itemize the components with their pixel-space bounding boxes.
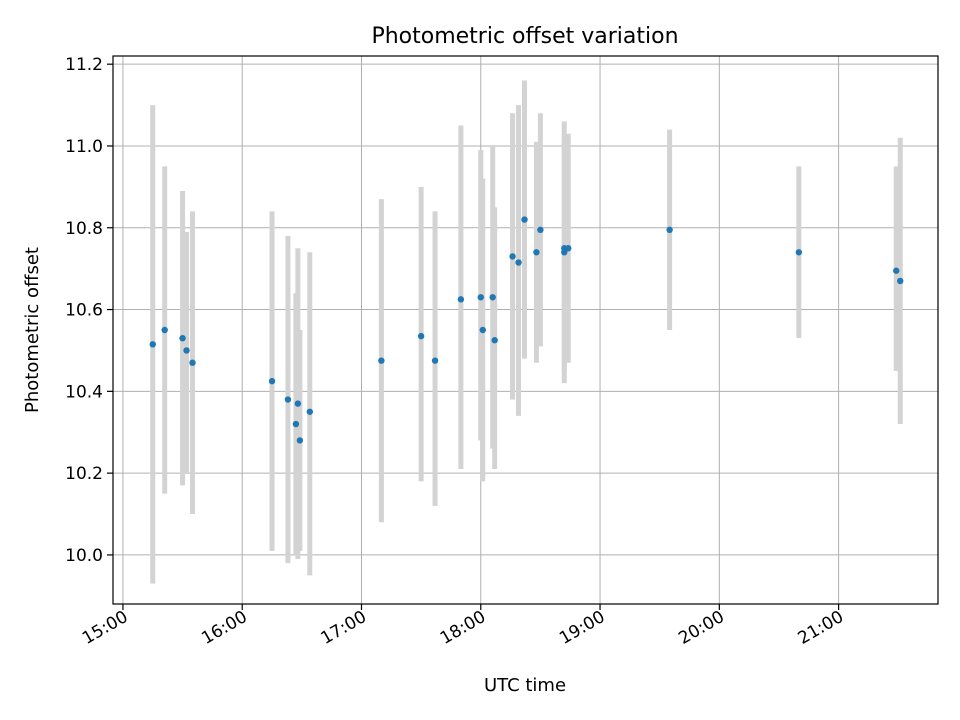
data-point: [491, 337, 498, 344]
y-tick-label: 10.8: [65, 219, 103, 239]
data-point: [457, 296, 465, 303]
x-tick-label: 16:00: [198, 607, 250, 649]
y-tick-label: 11.0: [65, 137, 103, 157]
x-axis-label: UTC time: [484, 675, 566, 696]
x-tick-label: 15:00: [79, 607, 131, 649]
data-point: [161, 326, 168, 334]
data-point: [189, 359, 196, 366]
data-point: [489, 294, 496, 301]
y-tick-label: 11.2: [65, 55, 103, 75]
data-points: [149, 216, 904, 444]
data-point: [795, 249, 803, 256]
x-tick-label: 18:00: [437, 607, 489, 649]
y-tick-label: 10.6: [65, 301, 103, 321]
x-tick-label: 20:00: [675, 607, 727, 649]
data-point: [521, 216, 528, 223]
data-point: [431, 357, 439, 364]
data-point: [268, 377, 276, 385]
data-point: [417, 332, 425, 340]
data-point: [666, 226, 673, 234]
data-point: [306, 408, 314, 415]
chart-title: Photometric offset variation: [371, 24, 678, 49]
x-axis-ticks: 15:00 16:00 17:00 18:00 19:00 20:00 21:00: [79, 604, 847, 649]
y-tick-label: 10.0: [65, 546, 103, 566]
error-bars: [150, 80, 903, 584]
data-point: [515, 259, 522, 266]
data-point: [477, 294, 484, 301]
data-point: [183, 347, 190, 354]
data-point: [294, 400, 302, 407]
data-point: [897, 277, 904, 285]
x-tick-label: 17:00: [318, 607, 370, 649]
data-point: [479, 326, 486, 334]
data-point: [509, 253, 516, 260]
y-axis-ticks: 10.0 10.2 10.4 10.6 10.8 11.0 11.2: [65, 55, 113, 566]
y-axis-label: Photometric offset: [22, 247, 43, 413]
data-point: [533, 249, 540, 256]
data-point: [292, 420, 300, 428]
data-point: [561, 249, 568, 256]
data-point: [893, 267, 900, 274]
data-point: [537, 226, 544, 234]
x-tick-label: 19:00: [556, 607, 608, 649]
data-point: [179, 334, 186, 342]
y-tick-label: 10.2: [65, 464, 103, 484]
y-tick-label: 10.4: [65, 382, 103, 402]
data-point: [149, 341, 156, 348]
data-point: [296, 437, 304, 444]
data-point: [378, 357, 385, 364]
plot-frame: [112, 55, 939, 605]
data-point: [284, 396, 292, 403]
x-tick-label: 21:00: [795, 607, 847, 649]
data-point: [565, 245, 572, 252]
